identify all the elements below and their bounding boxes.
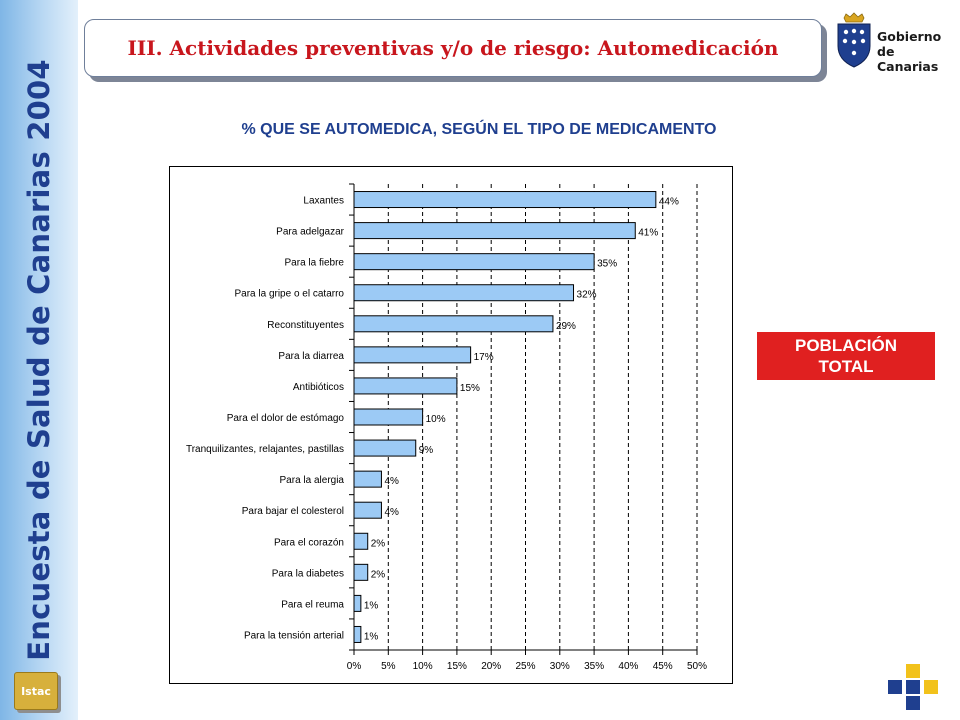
category-label: Para adelgazar [276, 227, 344, 238]
bar [353, 253, 595, 271]
category-label: Para el corazón [274, 537, 344, 548]
bar-chart: Laxantes 44% Para adelgazar 41% Para la fieb… [186, 183, 707, 672]
data-label: 41% [638, 228, 658, 239]
category-label: Para bajar el colesterol [242, 506, 344, 517]
chart-frame: Laxantes 44% Para adelgazar 41% Para la fieb… [169, 166, 733, 684]
x-tick-label: 45% [653, 661, 673, 672]
population-badge: POBLACIÓN TOTAL [757, 332, 935, 380]
bar [353, 625, 362, 643]
gobierno-de-canarias-logo: Gobierno de Canarias [832, 12, 956, 74]
x-tick-label: 30% [550, 661, 570, 672]
category-label: Para el reuma [281, 599, 344, 610]
bar [353, 470, 382, 488]
chart-subtitle-text: % QUE SE AUTOMEDICA, SEGÚN EL TIPO DE ME… [241, 121, 717, 138]
data-label: 17% [474, 352, 494, 363]
logo-square-yellow-top [906, 664, 920, 678]
bar [353, 563, 369, 581]
category-label: Para el dolor de estómago [227, 413, 345, 424]
sidebar: Encuesta de Salud de Canarias 2004 Istac [0, 0, 78, 720]
page-title: III. Actividades preventivas y/o de ries… [127, 36, 779, 60]
bar [353, 501, 382, 519]
category-label: Antibióticos [293, 382, 344, 393]
category-label: Para la diarrea [278, 351, 344, 362]
data-label: 1% [364, 631, 379, 642]
data-label: 15% [460, 383, 480, 394]
data-label: 44% [659, 197, 679, 208]
category-label: Para la alergia [280, 475, 345, 486]
bar [353, 408, 424, 426]
x-tick-label: 25% [515, 661, 535, 672]
x-tick-label: 15% [447, 661, 467, 672]
x-tick-label: 0% [347, 661, 362, 672]
bar [353, 594, 362, 612]
gov-line-2: de Canarias [877, 44, 939, 74]
category-label: Reconstituyentes [267, 320, 344, 331]
category-label: Tranquilizantes, relajantes, pastillas [186, 444, 344, 455]
istac-logo: Istac [14, 672, 58, 710]
bar [353, 439, 417, 457]
population-badge-text: POBLACIÓN TOTAL [795, 336, 897, 376]
bar [353, 222, 636, 240]
data-label: 29% [556, 321, 576, 332]
category-label: Para la tensión arterial [244, 630, 344, 641]
x-tick-label: 50% [687, 661, 707, 672]
category-label: Para la diabetes [272, 568, 344, 579]
logo-square-blue-left [888, 680, 902, 694]
survey-title: Encuesta de Salud de Canarias 2004 [22, 59, 56, 661]
category-label: Para la gripe o el catarro [234, 289, 344, 300]
gobierno-de-canarias-text: Gobierno de Canarias [877, 29, 956, 74]
bar [353, 284, 575, 302]
x-tick-label: 5% [381, 661, 396, 672]
logo-square-blue-center [906, 680, 920, 694]
header-title-box: III. Actividades preventivas y/o de ries… [84, 19, 822, 77]
data-label: 1% [364, 600, 379, 611]
coat-of-arms-icon [837, 12, 871, 68]
category-label: Laxantes [303, 196, 344, 207]
chart-subtitle: % QUE SE AUTOMEDICA, SEGÚN EL TIPO DE ME… [0, 121, 960, 139]
logo-square-blue-bottom [906, 696, 920, 710]
data-label: 10% [426, 414, 446, 425]
data-label: 35% [597, 259, 617, 270]
gov-line-1: Gobierno [877, 29, 942, 44]
x-tick-label: 40% [618, 661, 638, 672]
canarias-corner-logo [888, 664, 938, 710]
x-tick-label: 35% [584, 661, 604, 672]
x-tick-label: 20% [481, 661, 501, 672]
bar [353, 346, 472, 364]
bar [353, 191, 657, 209]
x-tick-label: 10% [413, 661, 433, 672]
bar [353, 315, 554, 333]
istac-logo-label: Istac [21, 685, 51, 698]
bar [353, 532, 369, 550]
data-label: 2% [371, 538, 386, 549]
data-label: 4% [384, 476, 399, 487]
data-label: 32% [577, 290, 597, 301]
data-label: 4% [384, 507, 399, 518]
data-label: 2% [371, 569, 386, 580]
data-label: 9% [419, 445, 434, 456]
logo-square-yellow-right [924, 680, 938, 694]
category-label: Para la fiebre [285, 258, 345, 269]
bar [353, 377, 458, 395]
